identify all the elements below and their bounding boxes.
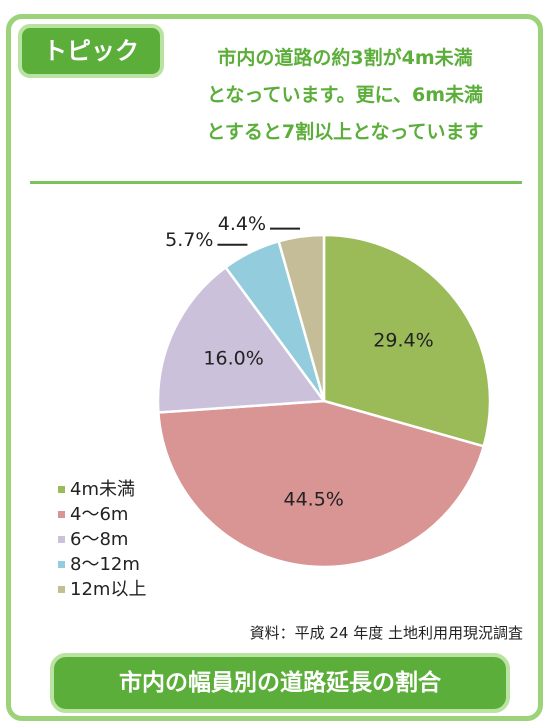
headline-line: となっています。更に、6m未満: [206, 84, 484, 106]
legend-swatch: [58, 511, 65, 518]
data-label: 44.5%: [284, 489, 344, 511]
pie-slice: [322, 233, 492, 448]
pie-slice: [277, 233, 326, 402]
data-label: 29.4%: [373, 329, 433, 351]
pie-slice: [156, 265, 327, 414]
data-label: 4.4%: [218, 213, 266, 235]
legend-label: 8～12m: [70, 554, 140, 575]
pie-slice: [157, 399, 486, 569]
legend-label: 4m未満: [70, 479, 135, 500]
legend-swatch: [58, 561, 65, 568]
chart-title: 市内の幅員別の道路延長の割合: [50, 653, 510, 713]
topic-tag: トピック: [18, 24, 164, 78]
legend-swatch: [58, 486, 65, 493]
legend-swatch: [58, 586, 65, 593]
headline-line: 市内の道路の約3割が4m未満: [217, 47, 473, 69]
data-label: 5.7%: [165, 229, 213, 251]
divider: [30, 181, 522, 184]
source: 資料：平成 24 年度 土地利用用現況調査: [249, 624, 523, 642]
legend-label: 6～8m: [70, 529, 128, 550]
headline: 市内の道路の約3割が4m未満 となっています。更に、6m未満 とすると7割以上と…: [160, 40, 530, 151]
legend-label: 4～6m: [70, 504, 128, 525]
data-label: 16.0%: [203, 348, 263, 370]
headline-line: とすると7割以上となっています: [206, 121, 484, 143]
legend-label: 12m以上: [70, 579, 146, 600]
legend-swatch: [58, 536, 65, 543]
